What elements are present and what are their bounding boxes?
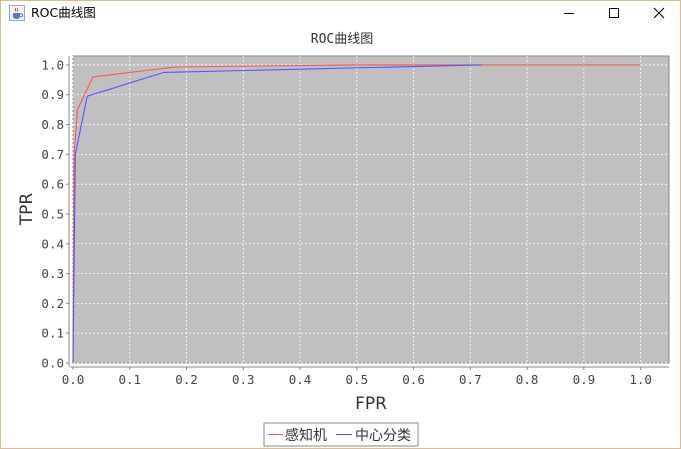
x-tick-label: 0.9: [573, 372, 596, 387]
maximize-icon: [609, 8, 619, 18]
x-tick-label: 0.1: [118, 372, 141, 387]
legend-label-center-classifier: 中心分类: [355, 428, 411, 444]
y-tick-label: 0.3: [41, 266, 64, 281]
grid-lines: [72, 56, 669, 364]
x-tick-label: 0.4: [289, 372, 312, 387]
window-title: ROC曲线图: [31, 5, 96, 20]
x-tick-label: 0.5: [346, 372, 369, 387]
y-axis-label: TPR: [17, 193, 37, 227]
y-tick-label: 0.6: [41, 177, 64, 192]
x-tick-label: 0.8: [516, 372, 539, 387]
x-tick-labels: 0.0 0.1 0.2 0.3 0.4 0.5 0.6 0.7 0.8 0.9 1.0: [62, 372, 652, 387]
legend-label-perceptron: 感知机: [285, 427, 327, 444]
y-tick-label: 0.4: [41, 236, 64, 251]
close-icon: [653, 7, 665, 19]
plot-area: [72, 55, 670, 364]
y-tick-label: 0.2: [41, 296, 64, 311]
y-tick-label: 0.1: [41, 326, 64, 341]
y-tick-label: 0.0: [41, 356, 64, 371]
y-tick-label: 1.0: [41, 57, 64, 72]
maximize-button[interactable]: [591, 1, 637, 25]
y-tick-label: 0.7: [41, 147, 64, 162]
minimize-icon: [564, 13, 574, 14]
x-tick-label: 0.6: [402, 372, 425, 387]
roc-chart: ROC曲线图 0.0 0.1 0.2 0.3 0.4 0.5 0.6 0.7 0.8 0.9 1.0…: [17, 32, 670, 447]
series-line-perceptron: [72, 64, 641, 364]
java-cup-icon: [9, 5, 25, 21]
legend: 感知机 中心分类: [263, 422, 419, 447]
x-tick-label: 0.2: [175, 372, 198, 387]
chart-title: ROC曲线图: [311, 32, 373, 47]
axes: [66, 56, 669, 370]
y-tick-label: 0.8: [41, 117, 64, 132]
x-tick-label: 1.0: [629, 372, 652, 387]
y-tick-label: 0.5: [41, 206, 64, 221]
x-axis-label: FPR: [355, 394, 387, 414]
x-tick-label: 0.3: [232, 372, 255, 387]
series-line-center-classifier: [72, 64, 482, 364]
close-button[interactable]: [636, 1, 681, 25]
series-lines: [72, 64, 641, 364]
y-tick-label: 0.9: [41, 87, 64, 102]
x-tick-label: 0.0: [62, 372, 85, 387]
minimize-button[interactable]: [546, 1, 592, 25]
title-bar[interactable]: ROC曲线图: [1, 1, 680, 25]
y-tick-labels: 0.0 0.1 0.2 0.3 0.4 0.5 0.6 0.7 0.8 0.9 1.0: [41, 57, 64, 370]
x-tick-label: 0.7: [459, 372, 482, 387]
